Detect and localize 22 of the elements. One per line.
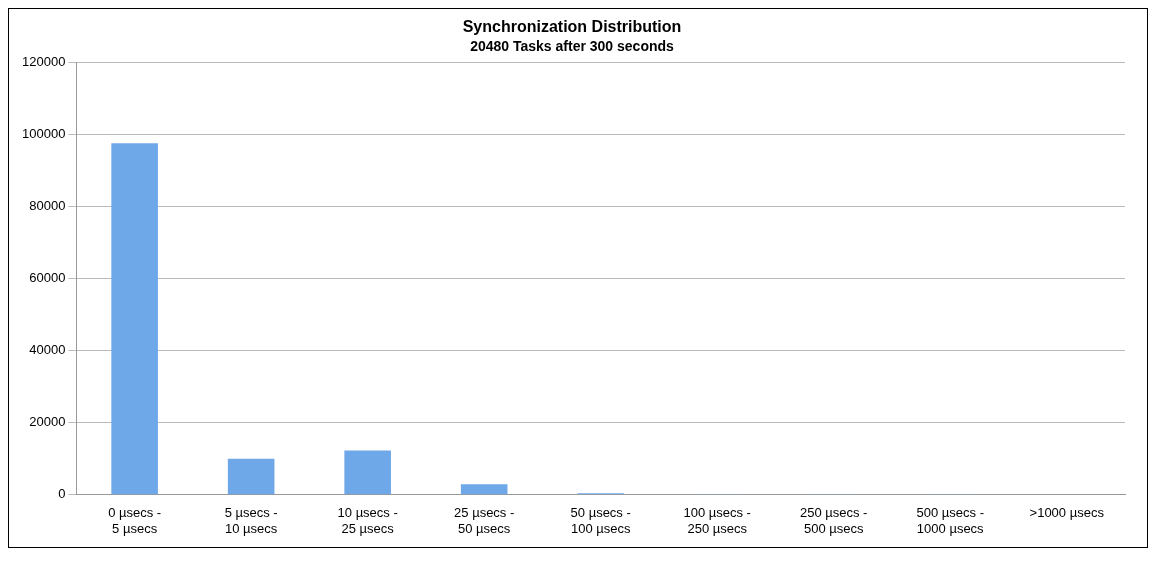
- x-tick-label: 100 µsecs - 250 µsecs: [683, 505, 751, 536]
- x-tick-label: 0 µsecs - 5 µsecs: [108, 505, 162, 536]
- y-tick-label: 0: [58, 486, 66, 502]
- y-tick-label: 80000: [29, 197, 66, 213]
- x-tick-label: 25 µsecs - 50 µsecs: [454, 505, 515, 536]
- y-tick-label: 120000: [21, 53, 66, 69]
- x-tick-label: 5 µsecs - 10 µsecs: [224, 505, 278, 536]
- bar: [344, 450, 391, 495]
- y-tick-label: 60000: [29, 269, 66, 285]
- x-tick-label: 500 µsecs - 1000 µsecs: [916, 505, 985, 536]
- y-tick-label: 40000: [29, 342, 66, 358]
- x-tick-label: 250 µsecs - 500 µsecs: [799, 505, 868, 536]
- x-tick-label: 10 µsecs - 25 µsecs: [337, 505, 398, 536]
- chart-subtitle: 20480 Tasks after 300 seconds: [470, 38, 675, 55]
- y-tick-label: 100000: [21, 125, 66, 141]
- x-tick-label: 50 µsecs - 100 µsecs: [570, 505, 631, 536]
- chart-title: Synchronization Distribution: [462, 18, 682, 36]
- y-tick-label: 20000: [29, 414, 66, 430]
- bar: [111, 143, 158, 495]
- bar: [227, 458, 275, 495]
- x-tick-label: >1000 µsecs: [1029, 505, 1105, 521]
- bar: [460, 484, 508, 495]
